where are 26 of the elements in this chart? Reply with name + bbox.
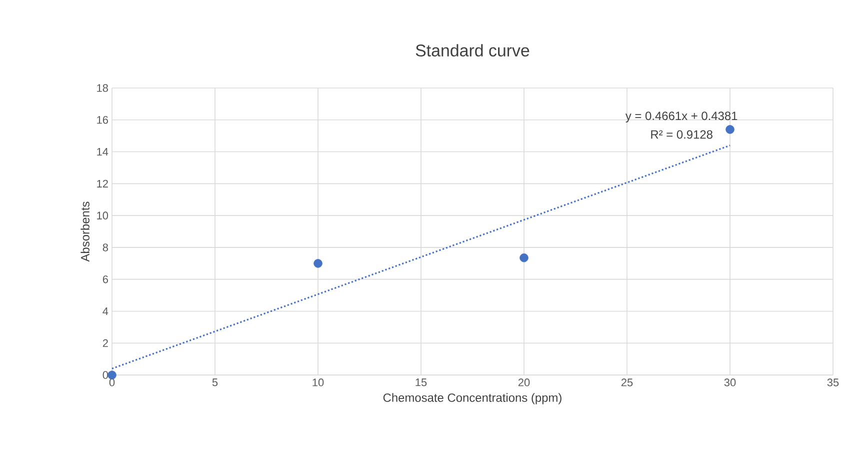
y-tick-label: 6 [102, 275, 108, 284]
x-tick-label: 15 [416, 378, 427, 386]
y-axis-title: Absorbents [80, 202, 90, 262]
y-tick-label: 0 [102, 371, 108, 379]
y-tick-label: 2 [102, 339, 108, 347]
y-tick-label: 14 [97, 148, 108, 156]
point [726, 125, 734, 134]
y-tick-label: 4 [102, 307, 108, 315]
x-tick-label: 20 [518, 378, 530, 386]
annotation: R² = 0.9128 [651, 130, 712, 139]
x-axis-title: Chemosate Concentrations (ppm) [383, 393, 562, 404]
x-tick-label: 35 [827, 378, 839, 386]
y-tick-label: 8 [102, 244, 108, 252]
y-tick-label: 10 [97, 212, 108, 220]
x-tick-label: 5 [212, 378, 218, 386]
annotation: y = 0.4661x + 0.4381 [625, 112, 738, 122]
chart-title: Standard curve [416, 44, 530, 57]
x-tick-label: 30 [724, 378, 736, 386]
point [520, 253, 528, 262]
point [314, 259, 322, 268]
y-tick-label: 18 [97, 84, 108, 92]
y-tick-label: 16 [97, 116, 108, 124]
point [108, 370, 116, 380]
y-tick-label: 12 [97, 180, 108, 188]
x-tick-label: 25 [621, 378, 633, 386]
x-tick-label: 10 [312, 378, 324, 386]
